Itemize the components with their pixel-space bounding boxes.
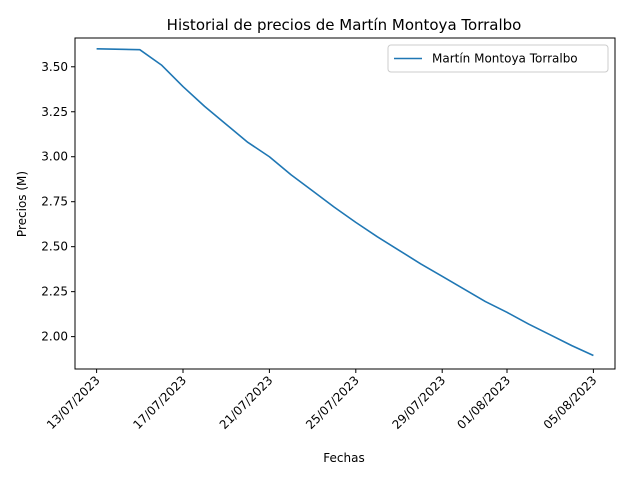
y-tick-label: 3.25 bbox=[41, 105, 68, 119]
y-tick-label: 3.50 bbox=[41, 60, 68, 74]
y-tick-label: 2.50 bbox=[41, 240, 68, 254]
series-line bbox=[96, 47, 594, 357]
x-tick-label: 29/07/2023 bbox=[390, 373, 449, 432]
x-tick-label: 13/07/2023 bbox=[44, 373, 103, 432]
legend-label: Martín Montoya Torralbo bbox=[432, 52, 578, 66]
plot-area bbox=[74, 37, 616, 370]
chart-title: Historial de precios de Martín Montoya T… bbox=[167, 16, 522, 34]
x-axis-label: Fechas bbox=[323, 451, 364, 465]
legend: Martín Montoya Torralbo bbox=[387, 44, 609, 73]
x-tick-label: 01/08/2023 bbox=[454, 373, 513, 432]
y-axis: 2.00 2.25 2.50 2.75 3.00 3.25 3.50 bbox=[41, 60, 75, 344]
y-axis-label: Precios (M) bbox=[15, 171, 29, 237]
y-tick-label: 2.25 bbox=[41, 285, 68, 299]
x-tick-label: 05/08/2023 bbox=[541, 373, 600, 432]
y-tick-label: 2.75 bbox=[41, 195, 68, 209]
y-tick-label: 2.00 bbox=[41, 330, 68, 344]
x-axis: 13/07/2023 17/07/2023 21/07/2023 25/07/2023… bbox=[44, 369, 600, 432]
legend-box bbox=[387, 44, 609, 73]
x-tick-label: 17/07/2023 bbox=[130, 373, 189, 432]
x-tick-label: 21/07/2023 bbox=[217, 373, 276, 432]
y-tick-label: 3.00 bbox=[41, 150, 68, 164]
x-tick-label: 25/07/2023 bbox=[303, 373, 362, 432]
plot-frame bbox=[74, 37, 616, 370]
series-layer bbox=[96, 47, 594, 357]
